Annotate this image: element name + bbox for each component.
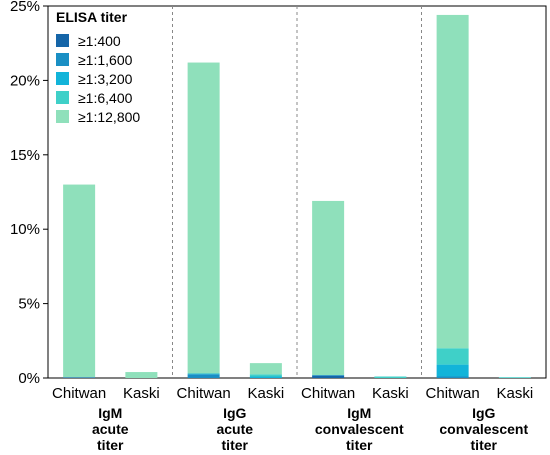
group-label: IgG	[472, 405, 495, 421]
group-label: IgM	[347, 405, 371, 421]
legend-label: ≥1:400	[78, 33, 121, 49]
group-label: convalescent	[439, 421, 528, 437]
group-label: IgM	[98, 405, 122, 421]
group-label: acute	[92, 421, 129, 437]
y-tick-label: 15%	[10, 147, 40, 164]
legend-swatch	[56, 72, 69, 85]
bar-segment	[249, 363, 282, 375]
x-tick-label: Chitwan	[177, 385, 231, 402]
group-label: acute	[216, 421, 253, 437]
bar-segment	[63, 377, 96, 378]
group-label: convalescent	[315, 421, 404, 437]
legend-swatch	[56, 53, 69, 66]
y-tick-label: 20%	[10, 72, 40, 89]
group-label: titer	[471, 437, 498, 453]
bar-segment	[187, 62, 220, 374]
group-label: titer	[346, 437, 373, 453]
bar-segment	[436, 364, 469, 377]
y-tick-label: 5%	[18, 296, 40, 313]
legend-swatch	[56, 110, 69, 123]
bar-segment	[436, 376, 469, 378]
y-tick-label: 25%	[10, 0, 40, 15]
x-tick-label: Chitwan	[52, 385, 106, 402]
bar-segment	[249, 374, 282, 377]
bar-segment	[125, 372, 158, 378]
legend-swatch	[56, 34, 69, 47]
bar-segment	[436, 14, 469, 349]
bar-segment	[187, 373, 220, 375]
group-label: titer	[97, 437, 124, 453]
bar-segment	[187, 374, 220, 378]
x-tick-label: Kaski	[497, 385, 534, 402]
y-tick-label: 10%	[10, 221, 40, 238]
legend-title: ELISA titer	[56, 9, 128, 25]
bar-segment	[374, 376, 407, 378]
legend-label: ≥1:6,400	[78, 90, 133, 106]
bar-segment	[312, 375, 345, 376]
bar-segment	[312, 375, 345, 378]
legend-swatch	[56, 91, 69, 104]
y-tick-label: 0%	[18, 370, 40, 387]
group-label: IgG	[223, 405, 246, 421]
bar-segment	[436, 348, 469, 365]
group-label: titer	[222, 437, 249, 453]
x-tick-label: Kaski	[248, 385, 285, 402]
legend-label: ≥1:3,200	[78, 71, 133, 87]
x-tick-label: Kaski	[372, 385, 409, 402]
legend-label: ≥1:12,800	[78, 109, 140, 125]
x-tick-label: Kaski	[123, 385, 160, 402]
bar-segment	[249, 376, 282, 378]
x-tick-label: Chitwan	[301, 385, 355, 402]
bar-segment	[498, 377, 531, 378]
bar-segment	[312, 200, 345, 376]
x-tick-label: Chitwan	[426, 385, 480, 402]
bar-segment	[63, 184, 96, 378]
legend-label: ≥1:1,600	[78, 52, 133, 68]
